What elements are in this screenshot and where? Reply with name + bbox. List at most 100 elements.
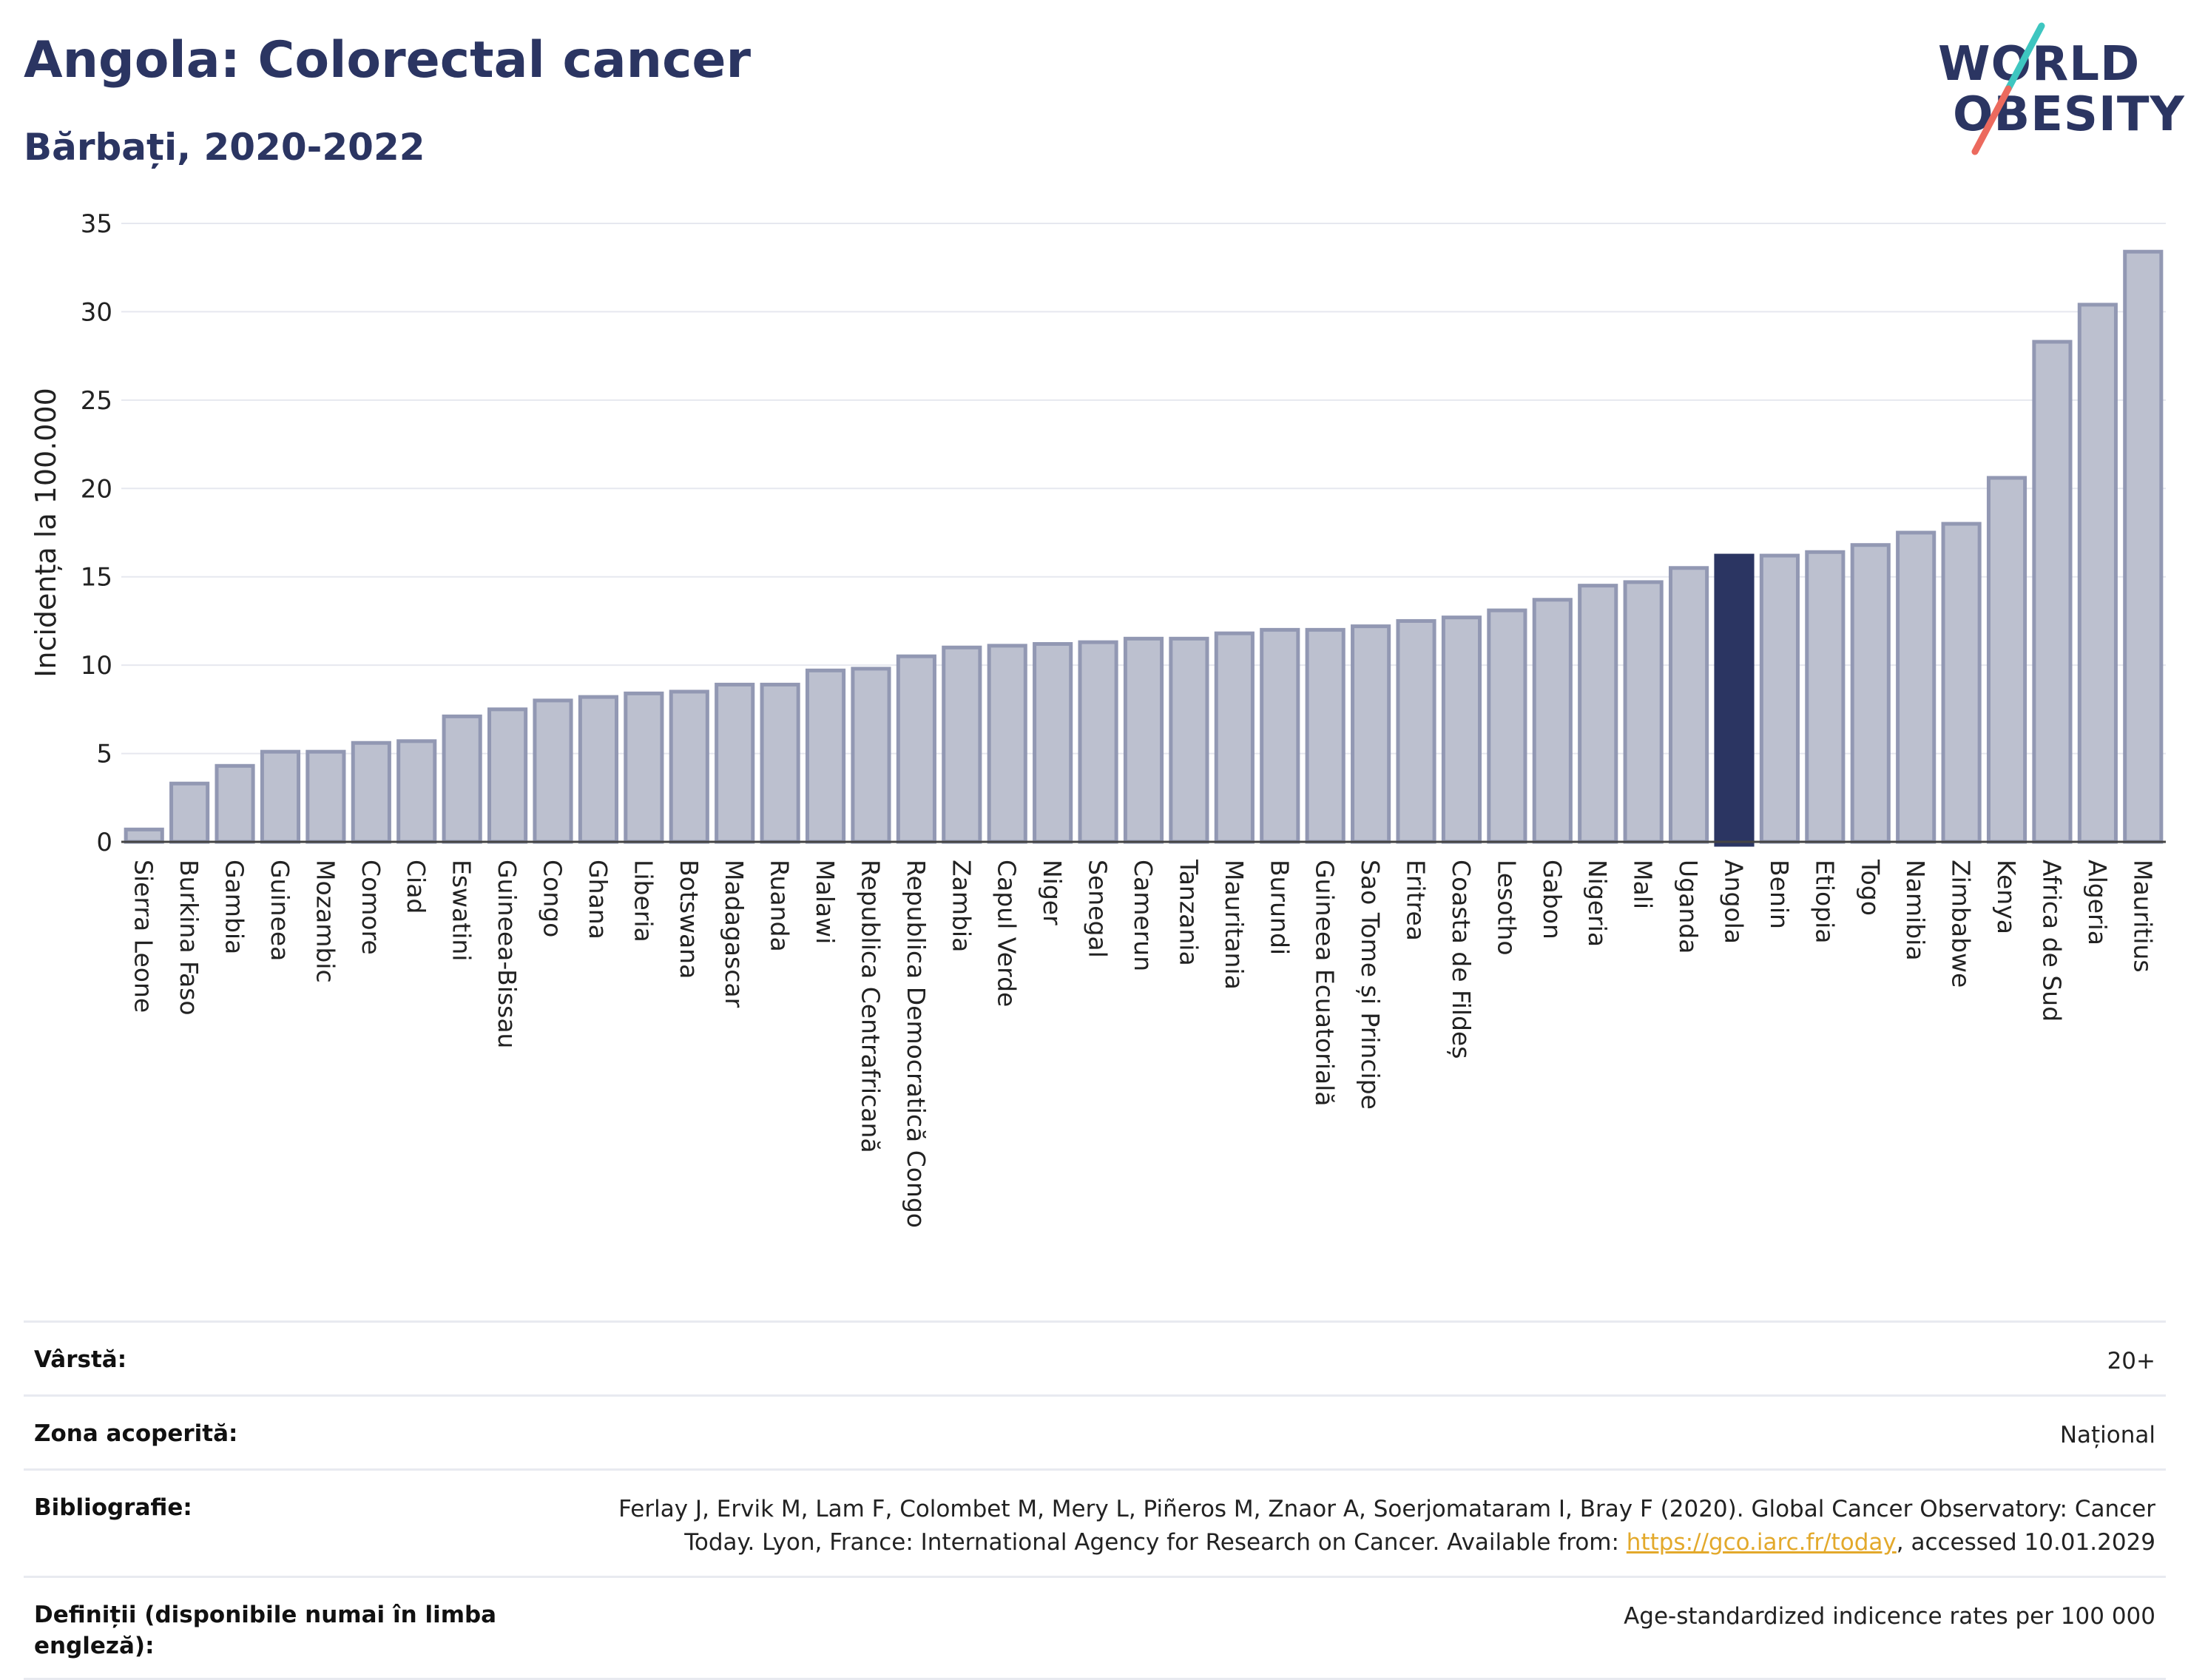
bar-benin [1759,553,1800,844]
bar-gambia [215,763,255,844]
x-tick-label: Namibia [1901,860,1930,961]
x-tick-label: Niger [1038,860,1067,925]
x-tick-label: Guineea [266,860,294,961]
info-row-age: Vârstă: 20+ [24,1320,2166,1394]
bar-capul-verde [987,644,1027,844]
x-tick-label: Gambia [220,860,249,954]
bar-guineea-ecuatorială [1305,627,1345,844]
bar-zimbabwe [1941,522,1982,844]
x-tick-label: Algeria [2083,860,2112,945]
x-tick-label: Ruanda [766,860,794,952]
bar-niger [1033,641,1073,844]
x-tick-label: Comore [357,860,385,955]
bar-senegal [1078,640,1118,844]
bar-burundi [1260,627,1300,844]
y-axis-label: Incidența la 100.000 [30,388,62,678]
x-tick-label: Lesotho [1492,860,1521,956]
bar-mauritius [2123,249,2164,844]
info-table: Vârstă: 20+ Zona acoperită: Național Bib… [24,1320,2166,1680]
x-tick-label: Camerun [1129,860,1158,971]
x-tick-label: Republica Centrafricană [856,860,885,1153]
x-tick-label: Angola [1719,860,1748,944]
x-tick-label: Kenya [1992,860,2021,934]
x-tick-label: Benin [1765,860,1794,929]
x-tick-label: Tanzania [1174,859,1203,966]
x-tick-label: Mozambic [311,860,340,983]
info-label-definitions: Definiții (disponibile numai în limba en… [34,1601,497,1659]
bar-etiopia [1805,550,1846,844]
info-value-coverage: Național [2059,1421,2155,1448]
x-tick-label: Ciad [402,860,430,914]
x-tick-label: Madagascar [720,860,749,1008]
bar-nigeria [1578,584,1618,844]
x-tick-label: Mali [1629,860,1658,909]
x-tick-label: Zambia [947,860,976,952]
x-tick-label: Botswana [675,860,703,979]
x-tick-label: Republica Democratică Congo [902,860,931,1228]
y-tick-label: 35 [81,209,112,239]
bar-angola [1714,553,1755,847]
x-tick-label: Eritrea [1402,860,1431,941]
bar-zambia [942,645,982,844]
chart-title: Angola: Colorectal cancer [24,31,752,90]
logo-word-world: WORLD [1938,37,2141,92]
bar-lesotho [1487,608,1527,844]
x-tick-label: Guineea-Bissau [493,860,521,1048]
info-row-definitions: Definiții (disponibile numai în limba en… [24,1575,2166,1680]
bar-ghana [578,695,619,844]
x-tick-label: Etiopia [1810,860,1839,944]
x-tick-label: Coasta de Fildeș [1447,860,1476,1059]
x-tick-label: Mauritania [1220,860,1249,990]
x-tick-label: Nigeria [1583,860,1612,947]
info-value-bibliography: Ferlay J, Ervik M, Lam F, Colombet M, Me… [618,1493,2155,1559]
bar-namibia [1896,530,1937,844]
bar-coasta-de-fildeș [1441,615,1482,844]
y-tick-label: 10 [81,651,112,681]
bar-kenya [1986,476,2027,844]
bar-republica-centrafricană [851,667,891,844]
info-row-coverage: Zona acoperită: Național [24,1394,2166,1468]
x-tick-label: Eswatini [448,860,476,961]
bar-uganda [1668,566,1709,844]
x-tick-label: Senegal [1084,860,1112,958]
bar-ruanda [760,682,800,844]
bar-malawi [805,668,846,844]
bar-burkina-faso [169,781,210,844]
bar-ciad [396,739,437,844]
x-tick-label: Burundi [1265,860,1294,955]
bar-guineea [260,749,301,844]
y-tick-label: 0 [96,828,112,857]
y-tick-label: 20 [81,474,112,504]
x-tick-label: Capul Verde [993,860,1022,1007]
info-label-bibliography: Bibliografie: [34,1494,192,1521]
y-tick-label: 15 [81,563,112,593]
x-tick-label: Zimbabwe [1947,860,1976,988]
bar-congo [533,698,573,844]
x-tick-label: Africa de Sud [2037,860,2066,1022]
bar-sierra-leone [124,827,164,844]
bar-botswana [669,689,709,844]
bar-camerun [1123,636,1164,844]
info-label-age: Vârstă: [34,1346,127,1373]
bar-chart: 0 5 10 15 20 25 30 35 Incidența la 100.000 Sierra… [30,209,2166,1228]
x-tick-label: Gabon [1538,860,1567,939]
x-tick-label: Guineea Ecuatorială [1311,860,1340,1107]
x-tick-label: Sao Tome și Principe [1356,860,1385,1110]
bar-madagascar [715,682,755,844]
bar-mali [1623,580,1664,844]
info-row-bibliography: Bibliografie: Ferlay J, Ervik M, Lam F, … [24,1468,2166,1576]
x-tick-label: Ghana [584,860,612,939]
bibliography-text-line2: Today. Lyon, France: International Agenc… [684,1528,1627,1556]
source-link[interactable]: https://gco.iarc.fr/today [1626,1528,1897,1556]
bar-eswatini [442,714,482,844]
bar-liberia [624,691,664,844]
x-tick-label: Mauritius [2128,860,2157,973]
world-obesity-logo[interactable]: WORLD OBESITY [1923,22,2184,155]
bibliography-text-line1: Ferlay J, Ervik M, Lam F, Colombet M, Me… [618,1495,2155,1522]
x-tick-label: Sierra Leone [129,860,158,1013]
x-tick-label: Congo [538,860,567,937]
info-value-age: 20+ [2107,1348,2155,1374]
x-tick-label: Malawi [811,860,840,944]
logo-slash-icon [1971,22,2045,155]
bar-guineea-bissau [487,707,528,844]
